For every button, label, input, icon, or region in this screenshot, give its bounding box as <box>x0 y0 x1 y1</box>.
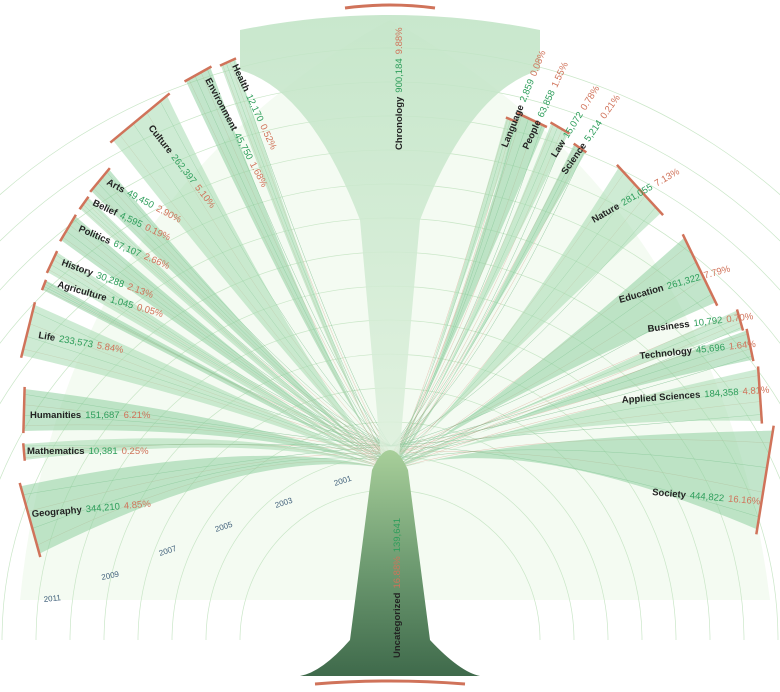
branch-tip-arc <box>219 57 237 67</box>
branch-tip-arc <box>19 301 37 359</box>
branch-label-chronology: Chronology900,1849.88% <box>394 27 405 150</box>
branch-tip-arc <box>183 65 213 83</box>
branch-tip-arc <box>59 214 77 242</box>
branch-tip-arc <box>89 167 111 193</box>
flow-line <box>390 150 585 447</box>
branch-science <box>390 143 586 470</box>
branch-law <box>390 122 569 470</box>
branch-culture <box>113 95 393 471</box>
flow-line <box>390 355 753 447</box>
trunk-label: Uncategorized16.88%139,641 <box>392 518 403 658</box>
branch-arts <box>91 169 393 470</box>
branch-label-applied-sciences: Applied Sciences 184,358 4.81% <box>621 385 770 406</box>
year-label: 2011 <box>43 593 62 604</box>
branch-society <box>390 430 773 530</box>
svg-text:Chronology900,1849.88%: Chronology900,1849.88% <box>394 27 405 150</box>
branch-tip-arc <box>40 279 48 291</box>
branch-tip-arc <box>516 111 548 129</box>
chronology-arc <box>344 3 436 10</box>
branch-humanities <box>23 389 392 470</box>
branch-nature <box>390 167 661 470</box>
branch-tip-arc <box>109 92 171 144</box>
branch-health <box>220 58 392 471</box>
branch-tip-arc <box>745 328 755 362</box>
branch-label-life: Life 233,573 5.84% <box>37 330 124 356</box>
year-label: 2009 <box>101 569 121 582</box>
branch-tip-arc <box>22 386 26 434</box>
branch-business <box>390 310 743 470</box>
chronology-crown <box>240 3 540 560</box>
branch-mathematics <box>23 438 393 470</box>
flow-line <box>390 124 543 447</box>
branch-people <box>390 113 546 471</box>
branch-agriculture <box>42 280 393 470</box>
svg-text:Uncategorized16.88%139,641: Uncategorized16.88%139,641 <box>392 518 403 658</box>
branch-tip-arc <box>78 195 90 211</box>
branch-tip-arc <box>21 443 27 461</box>
branch-tip-arc <box>18 482 42 558</box>
branch-technology <box>390 330 754 470</box>
branch-tip-arc <box>681 233 719 307</box>
flow-line <box>390 326 743 447</box>
branch-applied-sciences <box>390 369 762 470</box>
branch-labels: Geography 344,210 4.85% Mathematics 10,381 0… <box>27 27 770 658</box>
branch-label-geography: Geography 344,210 4.85% <box>31 499 151 520</box>
branch-geography <box>20 455 392 554</box>
branch-tip-arc <box>735 309 745 331</box>
branch-tip-arc <box>615 164 665 216</box>
branch-history <box>47 252 393 470</box>
branch-tip-arc <box>755 425 775 535</box>
branches <box>18 57 775 558</box>
branch-language <box>390 117 518 471</box>
branch-tip-arc <box>549 121 571 135</box>
branch-life <box>21 304 393 470</box>
branch-belief <box>79 197 392 470</box>
trunk-arc <box>314 679 466 686</box>
branch-label-mathematics: Mathematics 10,381 0.25% <box>27 446 149 457</box>
branch-tip-arc <box>45 250 59 274</box>
branch-politics <box>60 215 392 470</box>
flow-line <box>233 59 392 447</box>
branch-label-business: Business 10,792 0.70% <box>647 311 754 335</box>
branch-environment <box>185 67 392 471</box>
branch-label-humanities: Humanities 151,687 6.21% <box>30 410 151 421</box>
branch-label-society: Society 444,822 16.16% <box>652 487 761 507</box>
flow-line <box>390 131 567 447</box>
trunk <box>300 450 480 686</box>
branch-tip-arc <box>756 366 764 424</box>
branch-education <box>390 237 716 470</box>
branch-tip-arc <box>572 142 588 154</box>
